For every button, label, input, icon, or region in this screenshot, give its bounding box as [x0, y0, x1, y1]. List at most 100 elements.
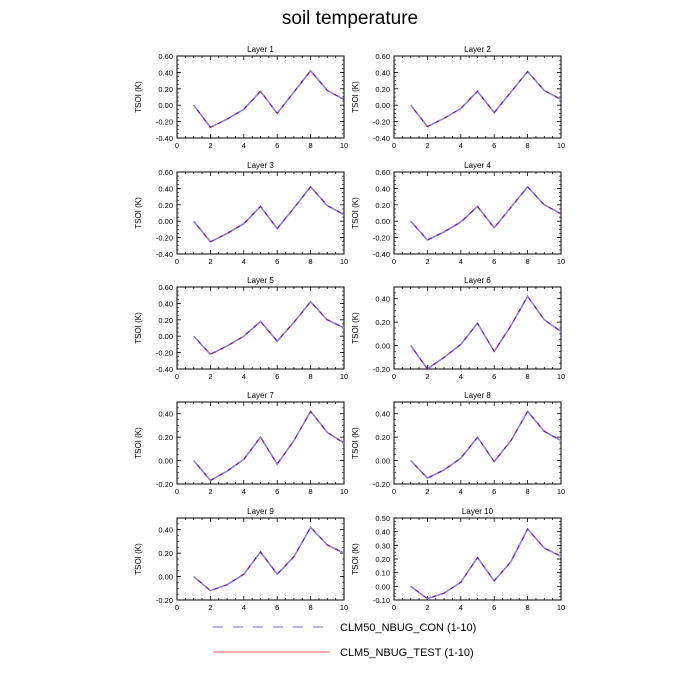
y-tick-label: 0.60: [375, 52, 390, 61]
panel-layer-8: Layer 8 TSOI (K) 0 2 4 6 8 10 -0.20 0.00 0.20 0.40: [351, 391, 565, 496]
x-tick-label: 6: [275, 487, 279, 496]
y-tick-label: -0.40: [156, 250, 173, 259]
panel-title: Layer 2: [464, 45, 491, 54]
panel-title: Layer 9: [247, 507, 274, 516]
y-tick-label: 0.40: [375, 68, 390, 77]
x-tick-label: 4: [242, 603, 246, 612]
y-tick-label: 0.20: [375, 201, 390, 210]
series-line-test: [193, 300, 345, 356]
x-tick-label: 2: [425, 603, 429, 612]
y-axis-label: TSOI (K): [351, 197, 360, 229]
legend-label-con: CLM50_NBUG_CON (1-10): [340, 622, 476, 634]
plot-frame: [176, 401, 345, 485]
x-tick-label: 0: [175, 257, 179, 266]
panel-layer-5: Layer 5 TSOI (K) 0 2 4 6 8 10 -0.40 -0.20 0.00 0.20…: [134, 276, 348, 381]
y-tick-label: 0.40: [375, 295, 390, 304]
y-tick-label: -0.20: [156, 118, 173, 127]
y-tick-label: 0.00: [375, 342, 390, 351]
series-line-con: [410, 295, 562, 370]
x-tick-label: 6: [492, 487, 496, 496]
x-tick-label: 6: [275, 141, 279, 150]
y-tick-label: 0.40: [375, 410, 390, 419]
plot-frame: [176, 55, 345, 139]
y-tick-label: 0.60: [158, 168, 173, 177]
plot-frame: [393, 55, 562, 139]
series-line-con: [410, 70, 562, 128]
x-tick-label: 0: [175, 372, 179, 381]
y-tick-label: -0.40: [156, 134, 173, 143]
y-axis-label: TSOI (K): [134, 197, 143, 229]
y-tick-label: 0.30: [375, 541, 390, 550]
x-tick-label: 10: [557, 487, 565, 496]
x-tick-label: 0: [392, 487, 396, 496]
x-tick-label: 2: [425, 141, 429, 150]
x-tick-label: 6: [492, 257, 496, 266]
y-tick-label: -0.20: [156, 596, 173, 605]
x-tick-label: 4: [459, 372, 463, 381]
y-axis-label: TSOI (K): [134, 81, 143, 113]
x-tick-label: 10: [557, 141, 565, 150]
y-tick-label: 0.00: [158, 573, 173, 582]
y-tick-label: 0.40: [375, 184, 390, 193]
y-axis-label: TSOI (K): [351, 543, 360, 575]
x-tick-label: 8: [526, 603, 530, 612]
panel-layer-10: Layer 10 TSOI (K) 0 2 4 6 8 10 -0.10 0.00 0.10 0.20…: [351, 507, 565, 612]
legend: CLM50_NBUG_CON (1-10) CLM5_NBUG_TEST (1-1…: [213, 622, 476, 659]
y-tick-label: -0.20: [156, 349, 173, 358]
y-tick-label: -0.40: [373, 250, 390, 259]
series-line-con: [193, 300, 345, 355]
y-axis-label: TSOI (K): [351, 427, 360, 459]
x-tick-label: 10: [340, 257, 348, 266]
x-tick-label: 10: [340, 372, 348, 381]
y-tick-label: 0.00: [158, 217, 173, 226]
y-tick-label: 0.40: [158, 526, 173, 535]
x-tick-label: 0: [175, 487, 179, 496]
y-tick-label: 0.20: [375, 318, 390, 327]
plot-frame: [393, 401, 562, 485]
y-axis-label: TSOI (K): [351, 312, 360, 344]
x-tick-label: 8: [309, 603, 313, 612]
panel-layer-4: Layer 4 TSOI (K) 0 2 4 6 8 10 -0.40 -0.20 0.00 0.20…: [351, 161, 565, 266]
x-tick-label: 4: [459, 487, 463, 496]
series-line-con: [193, 185, 345, 243]
y-tick-label: 0.00: [375, 457, 390, 466]
plot-frame: [176, 286, 345, 370]
series-line-con: [193, 526, 345, 592]
y-tick-label: -0.20: [373, 234, 390, 243]
y-axis-label: TSOI (K): [351, 81, 360, 113]
y-tick-label: 0.20: [375, 85, 390, 94]
x-tick-label: 6: [275, 257, 279, 266]
y-tick-label: 0.60: [375, 168, 390, 177]
x-tick-label: 8: [526, 487, 530, 496]
series-line-test: [193, 69, 345, 129]
x-tick-label: 2: [425, 372, 429, 381]
x-tick-label: 8: [309, 487, 313, 496]
y-tick-label: -0.20: [156, 234, 173, 243]
y-tick-label: 0.00: [158, 457, 173, 466]
y-tick-label: -0.20: [373, 480, 390, 489]
series-line-test: [193, 526, 345, 592]
panel-title: Layer 7: [247, 391, 274, 400]
series-line-test: [410, 295, 562, 370]
y-tick-label: 0.40: [158, 299, 173, 308]
y-tick-label: 0.40: [158, 410, 173, 419]
series-line-test: [410, 70, 562, 128]
x-tick-label: 10: [340, 603, 348, 612]
panel-layer-3: Layer 3 TSOI (K) 0 2 4 6 8 10 -0.40 -0.20 0.00 0.20…: [134, 161, 348, 266]
x-tick-label: 0: [392, 257, 396, 266]
series-line-test: [410, 527, 562, 600]
x-tick-label: 8: [309, 257, 313, 266]
plot-frame: [393, 517, 562, 601]
plot-frame: [176, 171, 345, 255]
series-line-test: [193, 185, 345, 243]
x-tick-label: 2: [208, 487, 212, 496]
x-tick-label: 2: [208, 603, 212, 612]
panel-layer-1: Layer 1 TSOI (K) 0 2 4 6 8 10 -0.40 -0.20 0.00 0.20…: [134, 45, 348, 150]
panel-title: Layer 1: [247, 45, 274, 54]
x-tick-label: 4: [459, 141, 463, 150]
x-tick-label: 6: [492, 603, 496, 612]
y-tick-label: -0.40: [156, 365, 173, 374]
x-tick-label: 0: [392, 603, 396, 612]
